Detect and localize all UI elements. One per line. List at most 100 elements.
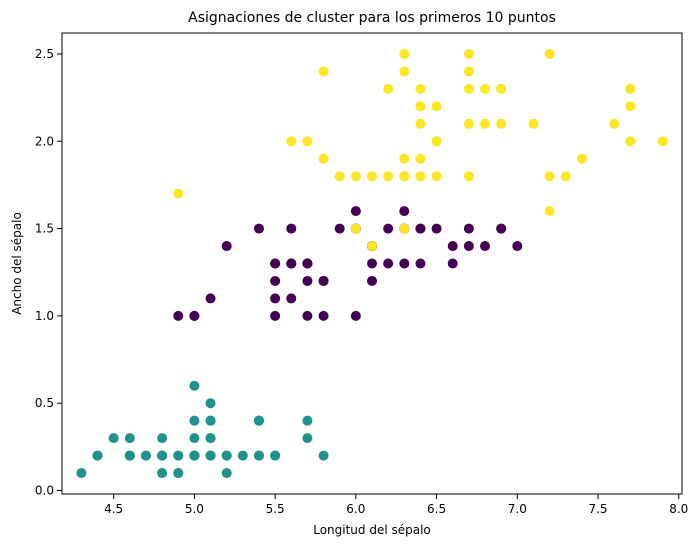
x-tick-label: 8.0 xyxy=(669,502,688,516)
point-cluster-1 xyxy=(302,433,313,444)
point-cluster-2 xyxy=(496,83,507,94)
point-cluster-1 xyxy=(76,468,87,479)
x-tick-label: 7.0 xyxy=(508,502,527,516)
point-cluster-1 xyxy=(221,468,232,479)
point-cluster-2 xyxy=(560,171,571,182)
point-cluster-2 xyxy=(350,171,361,182)
point-cluster-2 xyxy=(463,118,474,129)
y-tick-label: 2.0 xyxy=(35,134,54,148)
point-cluster-0 xyxy=(350,206,361,217)
point-cluster-1 xyxy=(237,450,248,461)
point-cluster-1 xyxy=(221,450,232,461)
point-cluster-2 xyxy=(625,136,636,147)
point-cluster-2 xyxy=(173,188,184,199)
point-cluster-0 xyxy=(367,258,377,269)
point-cluster-2 xyxy=(480,83,491,94)
point-cluster-2 xyxy=(528,118,539,129)
point-cluster-2 xyxy=(609,118,620,129)
point-cluster-0 xyxy=(318,310,329,321)
point-cluster-0 xyxy=(383,223,394,234)
x-tick-label: 5.5 xyxy=(266,502,285,516)
point-cluster-1 xyxy=(205,450,216,461)
y-tick-label: 1.0 xyxy=(35,309,54,323)
y-tick-label: 0.0 xyxy=(35,484,54,498)
x-axis-ticks: 4.5 5.0 5.5 6.0 6.5 7.0 7.5 8.0 xyxy=(104,494,688,516)
point-cluster-0 xyxy=(367,275,377,286)
point-cluster-0 xyxy=(270,258,281,269)
point-cluster-2 xyxy=(657,136,668,147)
point-cluster-2 xyxy=(334,171,345,182)
y-tick-label: 1.5 xyxy=(35,222,54,236)
point-cluster-2 xyxy=(318,153,329,164)
x-tick-label: 7.5 xyxy=(588,502,607,516)
point-cluster-2 xyxy=(399,223,410,234)
y-axis-label: Ancho del sépalo xyxy=(10,212,24,315)
point-cluster-0 xyxy=(270,293,281,304)
point-cluster-0 xyxy=(302,275,313,286)
x-tick-label: 4.5 xyxy=(104,502,123,516)
point-cluster-2 xyxy=(415,171,426,182)
point-cluster-2 xyxy=(302,136,313,147)
point-cluster-2 xyxy=(399,171,410,182)
point-cluster-1 xyxy=(173,450,184,461)
x-tick-label: 6.0 xyxy=(346,502,365,516)
scatter-points xyxy=(76,48,668,479)
x-axis-label: Longitud del sépalo xyxy=(313,523,431,537)
point-cluster-0 xyxy=(286,223,297,234)
point-cluster-2 xyxy=(431,101,442,112)
point-cluster-1 xyxy=(302,415,313,426)
point-cluster-2 xyxy=(544,48,555,59)
point-cluster-0 xyxy=(270,310,281,321)
point-cluster-0 xyxy=(270,275,281,286)
point-cluster-1 xyxy=(253,450,264,461)
point-cluster-2 xyxy=(496,118,507,129)
point-cluster-0 xyxy=(334,223,345,234)
point-cluster-1 xyxy=(124,433,135,444)
point-cluster-0 xyxy=(189,310,200,321)
point-cluster-2 xyxy=(463,66,474,77)
point-cluster-1 xyxy=(189,380,200,391)
point-cluster-0 xyxy=(447,258,458,269)
point-cluster-1 xyxy=(124,450,135,461)
point-cluster-2 xyxy=(399,66,410,77)
point-cluster-2 xyxy=(415,101,426,112)
point-cluster-2 xyxy=(367,241,377,252)
point-cluster-2 xyxy=(544,206,555,217)
y-tick-label: 0.5 xyxy=(35,396,54,410)
point-cluster-0 xyxy=(253,223,264,234)
point-cluster-2 xyxy=(625,83,636,94)
point-cluster-0 xyxy=(463,223,474,234)
point-cluster-2 xyxy=(463,171,474,182)
point-cluster-1 xyxy=(92,450,103,461)
point-cluster-0 xyxy=(221,241,232,252)
chart-title: Asignaciones de cluster para los primero… xyxy=(188,10,556,26)
point-cluster-0 xyxy=(286,293,297,304)
point-cluster-0 xyxy=(415,223,426,234)
point-cluster-2 xyxy=(625,101,636,112)
point-cluster-0 xyxy=(205,293,216,304)
y-tick-label: 2.5 xyxy=(35,47,54,61)
point-cluster-2 xyxy=(431,136,442,147)
point-cluster-1 xyxy=(189,415,200,426)
point-cluster-2 xyxy=(399,48,410,59)
point-cluster-1 xyxy=(205,433,216,444)
x-tick-label: 5.0 xyxy=(185,502,204,516)
point-cluster-1 xyxy=(205,398,216,409)
point-cluster-2 xyxy=(576,153,587,164)
point-cluster-2 xyxy=(367,171,377,182)
point-cluster-0 xyxy=(415,258,426,269)
point-cluster-0 xyxy=(399,206,410,217)
point-cluster-2 xyxy=(318,66,329,77)
point-cluster-2 xyxy=(415,153,426,164)
point-cluster-1 xyxy=(157,450,168,461)
point-cluster-1 xyxy=(157,433,168,444)
point-cluster-0 xyxy=(383,258,394,269)
point-cluster-1 xyxy=(140,450,151,461)
point-cluster-2 xyxy=(544,171,555,182)
point-cluster-2 xyxy=(350,223,361,234)
point-cluster-0 xyxy=(173,310,184,321)
point-cluster-1 xyxy=(189,433,200,444)
point-cluster-0 xyxy=(512,241,523,252)
point-cluster-2 xyxy=(415,83,426,94)
point-cluster-1 xyxy=(253,415,264,426)
